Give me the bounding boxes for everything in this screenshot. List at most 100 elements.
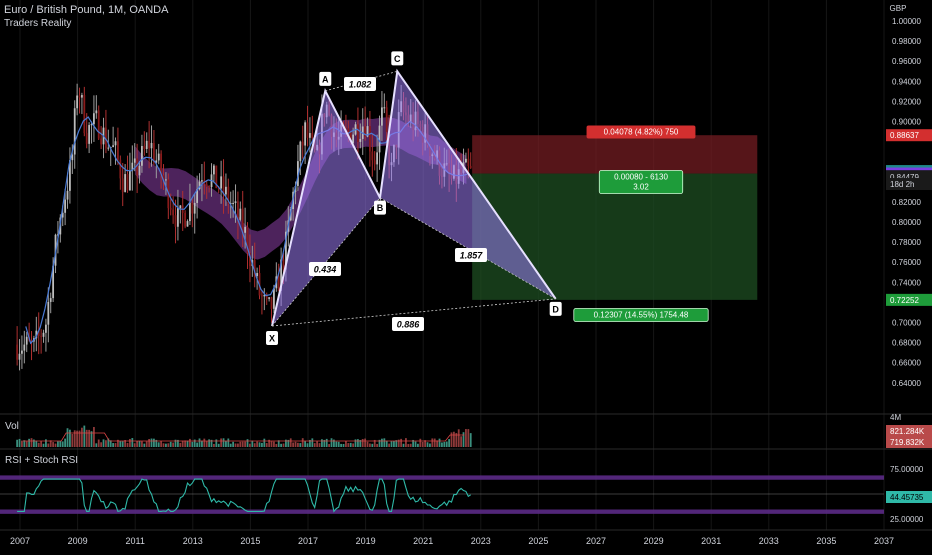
volume-bar	[179, 442, 182, 447]
rsi-value-marker[interactable]: 44.45735	[886, 491, 932, 503]
candle-body	[143, 146, 146, 149]
candle-body	[217, 188, 220, 190]
volume-bar	[318, 443, 321, 447]
candle-body	[155, 160, 158, 163]
volume-bar	[309, 439, 311, 447]
volume-bar	[121, 441, 124, 447]
volume-bar	[335, 441, 338, 447]
candle-body	[244, 226, 247, 233]
candle-body	[157, 153, 160, 161]
ratio-label[interactable]: 1.857	[455, 248, 487, 262]
point-label-text: X	[269, 334, 275, 344]
point-label-bg	[266, 331, 278, 346]
volume-bar	[325, 438, 328, 447]
volume-bar	[280, 443, 283, 447]
ratio-label[interactable]: 0.886	[392, 317, 424, 331]
candle-body	[261, 295, 263, 297]
candle-body	[364, 126, 367, 137]
time-tick-label: 2033	[759, 536, 779, 546]
pattern-point-d[interactable]: D	[549, 301, 562, 316]
volume-bar	[49, 440, 52, 447]
volume-bar	[177, 439, 179, 447]
candle-body	[311, 133, 314, 139]
time-tick-label: 2031	[701, 536, 721, 546]
volume-bar	[241, 441, 244, 447]
volume-bar	[131, 438, 134, 447]
ratio-label[interactable]: 0.434	[309, 262, 341, 276]
pattern-point-c[interactable]: C	[391, 51, 404, 66]
volume-bar	[306, 443, 309, 447]
volume-bar	[150, 438, 153, 447]
rsi-pane-title[interactable]: RSI + Stoch RSI	[5, 455, 79, 466]
pattern-point-b[interactable]: B	[374, 200, 386, 215]
price-tick-label: 0.98000	[892, 37, 921, 46]
volume-bar	[407, 443, 410, 447]
pattern-triangle-xab	[272, 90, 380, 327]
ratio-label-text: 0.886	[397, 320, 421, 330]
volume-bar	[186, 440, 189, 447]
price-tick-label: 0.74000	[892, 278, 921, 287]
volume-bar	[69, 429, 71, 447]
volume-bar	[469, 433, 472, 447]
price-tick-label: 0.82000	[892, 198, 921, 207]
rsi-overbought-band	[0, 475, 884, 480]
volume-pane-title[interactable]: Vol	[5, 421, 19, 432]
take-profit-label[interactable]: 0.12307 (14.55%) 1754.48	[573, 308, 709, 322]
volume-bar	[373, 439, 376, 447]
stop-loss-zone[interactable]	[472, 135, 758, 174]
candle-body	[16, 344, 19, 360]
volume-bar	[352, 443, 355, 447]
volume-bar	[193, 439, 196, 447]
time-axis[interactable]: 2007 2009 2011 2013 2015 2017 2019 2021 2023 2025…	[0, 529, 932, 546]
candle-body	[30, 340, 33, 342]
candle-body	[191, 202, 194, 214]
volume-bar	[342, 443, 345, 447]
volume-bar	[222, 438, 225, 447]
candle-body	[124, 174, 127, 192]
volume-bar	[189, 438, 191, 447]
volume-bar	[45, 439, 47, 447]
candle-body	[162, 175, 165, 180]
candle-body	[35, 330, 38, 339]
price-tick-label: 0.94000	[892, 77, 921, 86]
stop-loss-label[interactable]: 0.04078 (4.82%) 750	[586, 125, 696, 139]
volume-bar	[205, 441, 208, 447]
harmonic-pattern[interactable]: 1.082 0.434 1.857 0.886 X A B C D	[266, 51, 562, 346]
price-marker[interactable]: 0.88637	[886, 129, 932, 142]
price-tick-label: 1.00000	[892, 17, 921, 26]
take-profit-zone[interactable]	[472, 173, 758, 300]
volume-bar	[400, 438, 403, 447]
price-tick-label: 0.96000	[892, 57, 921, 66]
pattern-point-x[interactable]: X	[266, 331, 278, 346]
volume-value-marker[interactable]: 821.284K	[886, 425, 932, 437]
rsi-line	[17, 478, 471, 513]
candle-body	[268, 297, 271, 299]
volume-bar	[246, 439, 249, 447]
volume-bar	[239, 441, 242, 447]
volume-bar	[143, 443, 146, 447]
candle-body	[241, 208, 244, 233]
candle-body	[239, 208, 242, 220]
pattern-point-a[interactable]: A	[319, 71, 332, 86]
volume-value-marker[interactable]: 719.832K	[886, 436, 932, 448]
volume-bar	[301, 438, 304, 447]
point-label-bg	[374, 200, 386, 215]
candle-body	[61, 212, 64, 218]
volume-bar	[160, 441, 163, 447]
candle-body	[64, 199, 67, 213]
candle-body	[465, 158, 467, 163]
price-marker[interactable]: 0.72252	[886, 293, 932, 306]
candle-body	[201, 180, 203, 182]
price-marker[interactable]: 18d 2h	[886, 178, 932, 191]
price-axis[interactable]: GBP 1.00000 0.98000 0.96000 0.94000 0.92000 0.…	[886, 4, 932, 524]
candle-body	[352, 134, 355, 144]
volume-bar	[361, 438, 364, 447]
candle-body	[179, 205, 182, 209]
ratio-label[interactable]: 1.082	[344, 77, 376, 91]
volume-bar	[378, 439, 381, 447]
symbol-title[interactable]: Euro / British Pound, 1M, OANDA	[4, 4, 169, 16]
